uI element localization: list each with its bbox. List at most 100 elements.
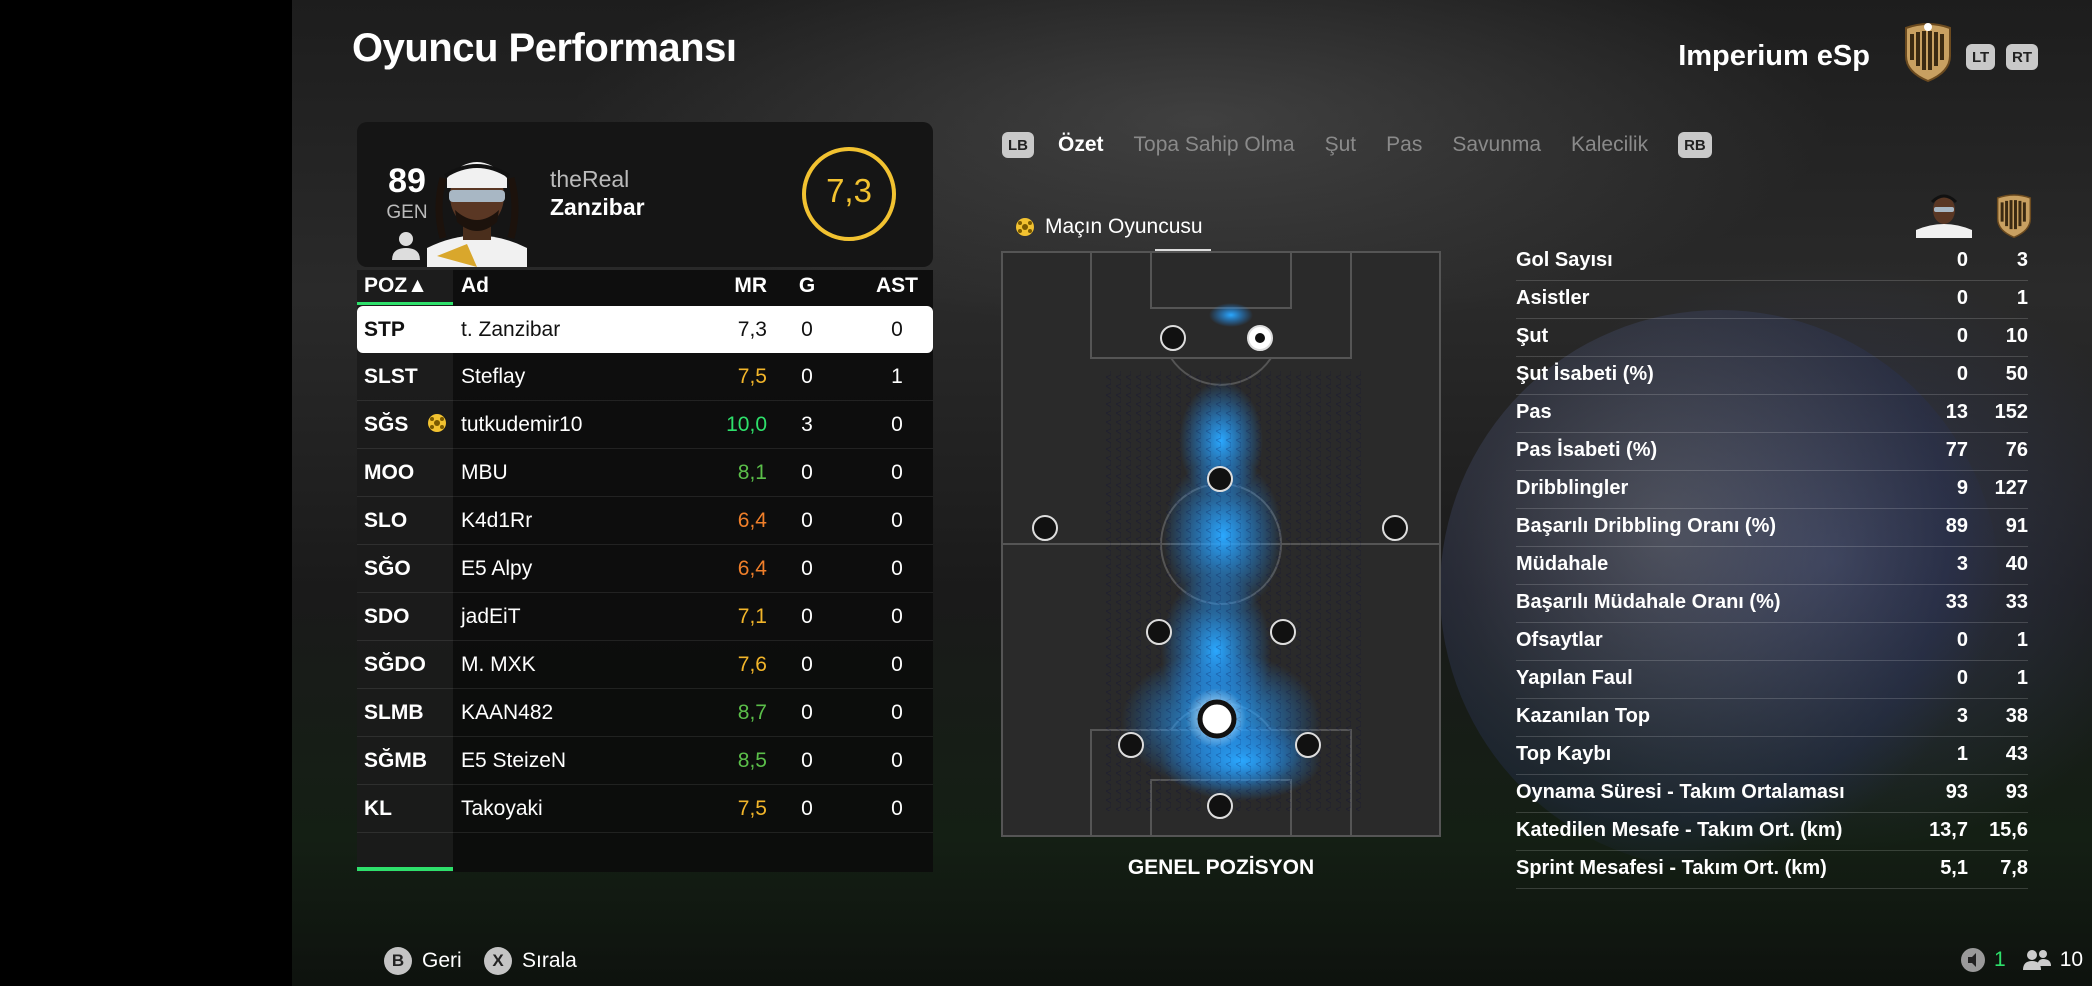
header-mr[interactable]: MR [734,274,767,297]
row-position: SĞS [364,413,409,436]
header-g[interactable]: G [798,274,816,297]
table-row[interactable]: SĞMB E5 SteizeN 8,5 0 0 [357,737,933,785]
row-match-rating: 6,4 [737,557,767,580]
back-action[interactable]: B Geri [384,947,462,975]
position-column-bg [357,270,453,872]
table-row[interactable]: SĞS tutkudemir10 10,0 3 0 [357,401,933,449]
row-match-rating: 7,1 [737,605,767,628]
stat-row: Şut 0 10 [1516,319,2028,357]
stat-player-value: 77 [1945,439,1968,461]
team-crest-icon [1905,23,1951,82]
stat-player-value: 33 [1945,591,1968,613]
stat-row: Yapılan Faul 0 1 [1516,661,2028,699]
heatmap [1101,303,1361,811]
row-goals: 0 [801,318,813,341]
speaker-icon [1961,948,1985,972]
header-name[interactable]: Ad [461,274,489,297]
table-row[interactable]: SĞO E5 Alpy 6,4 0 0 [357,545,933,593]
table-row[interactable]: SDO jadEiT 7,1 0 0 [357,593,933,641]
row-player-name: E5 SteizeN [461,749,567,772]
stat-team-value: 152 [1994,401,2028,423]
stat-row: Başarılı Müdahale Oranı (%) 33 33 [1516,585,2028,623]
stat-row: Şut İsabeti (%) 0 50 [1516,357,2028,395]
stat-label: Dribblingler [1516,477,1629,499]
table-row[interactable]: SLO K4d1Rr 6,4 0 0 [357,497,933,545]
table-row[interactable]: STP t. Zanzibar 7,3 0 0 [357,306,933,353]
row-player-name: Steflay [461,365,526,388]
match-rating-ring [802,147,896,241]
row-position: SĞDO [364,653,426,676]
stat-team-value: 1 [2016,287,2028,309]
row-player-name: M. MXK [461,653,536,676]
players-count: 10 [2059,948,2084,971]
stat-player-value: 13,7 [1929,819,1968,841]
stat-player-value: 9 [1956,477,1968,499]
row-goals: 0 [801,701,813,724]
match-rating-value: 7,3 [826,172,872,209]
stat-team-value: 127 [1994,477,2028,499]
table-row[interactable]: KL Takoyaki 7,5 0 0 [357,785,933,833]
stats-column-icons [1916,190,2034,243]
row-assists: 0 [891,413,903,436]
row-goals: 3 [801,413,813,436]
stat-row: Asistler 0 1 [1516,281,2028,319]
stat-player-value: 0 [1956,325,1968,347]
table-row[interactable]: SLMB KAAN482 8,7 0 0 [357,689,933,737]
stat-team-value: 3 [2016,249,2028,271]
rb-button[interactable]: RB [1678,132,1712,158]
stat-player-value: 0 [1956,667,1968,689]
row-match-rating: 8,5 [737,749,767,772]
pitch-svg [1001,251,1441,837]
stat-label: Katedilen Mesafe - Takım Ort. (km) [1516,819,1843,841]
row-goals: 0 [801,557,813,580]
header-pos[interactable]: POZ▲ [364,274,428,297]
tab-item[interactable]: Topa Sahip Olma [1133,133,1295,156]
stat-player-value: 0 [1956,249,1968,271]
tab-item[interactable]: Şut [1324,133,1357,156]
table-row[interactable]: SLST Steflay 7,5 0 1 [357,353,933,401]
stat-player-value: 1 [1956,743,1968,765]
row-goals: 0 [801,797,813,820]
stat-label: Pas [1516,401,1552,423]
stat-row: Sprint Mesafesi - Takım Ort. (km) 5,1 7,8 [1516,851,2028,889]
back-label: Geri [422,949,462,972]
tab-item[interactable]: Özet [1058,133,1104,156]
stat-row: Dribblingler 9 127 [1516,471,2028,509]
row-goals: 0 [801,653,813,676]
row-match-rating: 6,4 [737,509,767,532]
stat-team-value: 76 [2005,439,2028,461]
table-row[interactable]: SĞDO M. MXK 7,6 0 0 [357,641,933,689]
player-card: 89 GEN theReal Zanzibar 7,3 [357,122,933,267]
stat-label: Kazanılan Top [1516,705,1651,727]
row-match-rating: 7,3 [737,318,767,341]
row-assists: 0 [891,797,903,820]
sort-action[interactable]: X Sırala [484,947,577,975]
row-match-rating: 7,5 [737,365,767,388]
stat-row: Gol Sayısı 0 3 [1516,243,2028,281]
stat-row: Pas 13 152 [1516,395,2028,433]
stat-label: Pas İsabeti (%) [1516,439,1658,461]
stat-row: Top Kaybı 1 43 [1516,737,2028,775]
stat-row: Başarılı Dribbling Oranı (%) 89 91 [1516,509,2028,547]
stat-team-value: 15,6 [1989,819,2028,841]
rt-button[interactable]: RT [2006,44,2038,70]
header-ast[interactable]: AST [876,274,918,297]
stat-row: Pas İsabeti (%) 77 76 [1516,433,2028,471]
lb-button[interactable]: LB [1002,132,1034,158]
stat-player-value: 3 [1956,553,1968,575]
table-row[interactable]: MOO MBU 8,1 0 0 [357,449,933,497]
stat-team-value: 38 [2005,705,2028,727]
tab-item[interactable]: Pas [1386,133,1423,156]
stat-label: Top Kaybı [1516,743,1612,765]
tab-item[interactable]: Savunma [1452,133,1542,156]
tab-list: Özet Topa Sahip Olma Şut Pas Savunma Kalecili… [1058,133,1678,157]
row-player-name: E5 Alpy [461,557,533,580]
stat-player-value: 93 [1945,781,1968,803]
stat-label: Gol Sayısı [1516,249,1613,271]
stat-player-value: 89 [1945,515,1968,537]
tab-item[interactable]: Kalecilik [1571,133,1649,156]
row-player-name: t. Zanzibar [461,318,561,341]
row-assists: 0 [891,749,903,772]
lt-button[interactable]: LT [1966,44,1996,70]
stat-team-value: 50 [2005,363,2028,385]
